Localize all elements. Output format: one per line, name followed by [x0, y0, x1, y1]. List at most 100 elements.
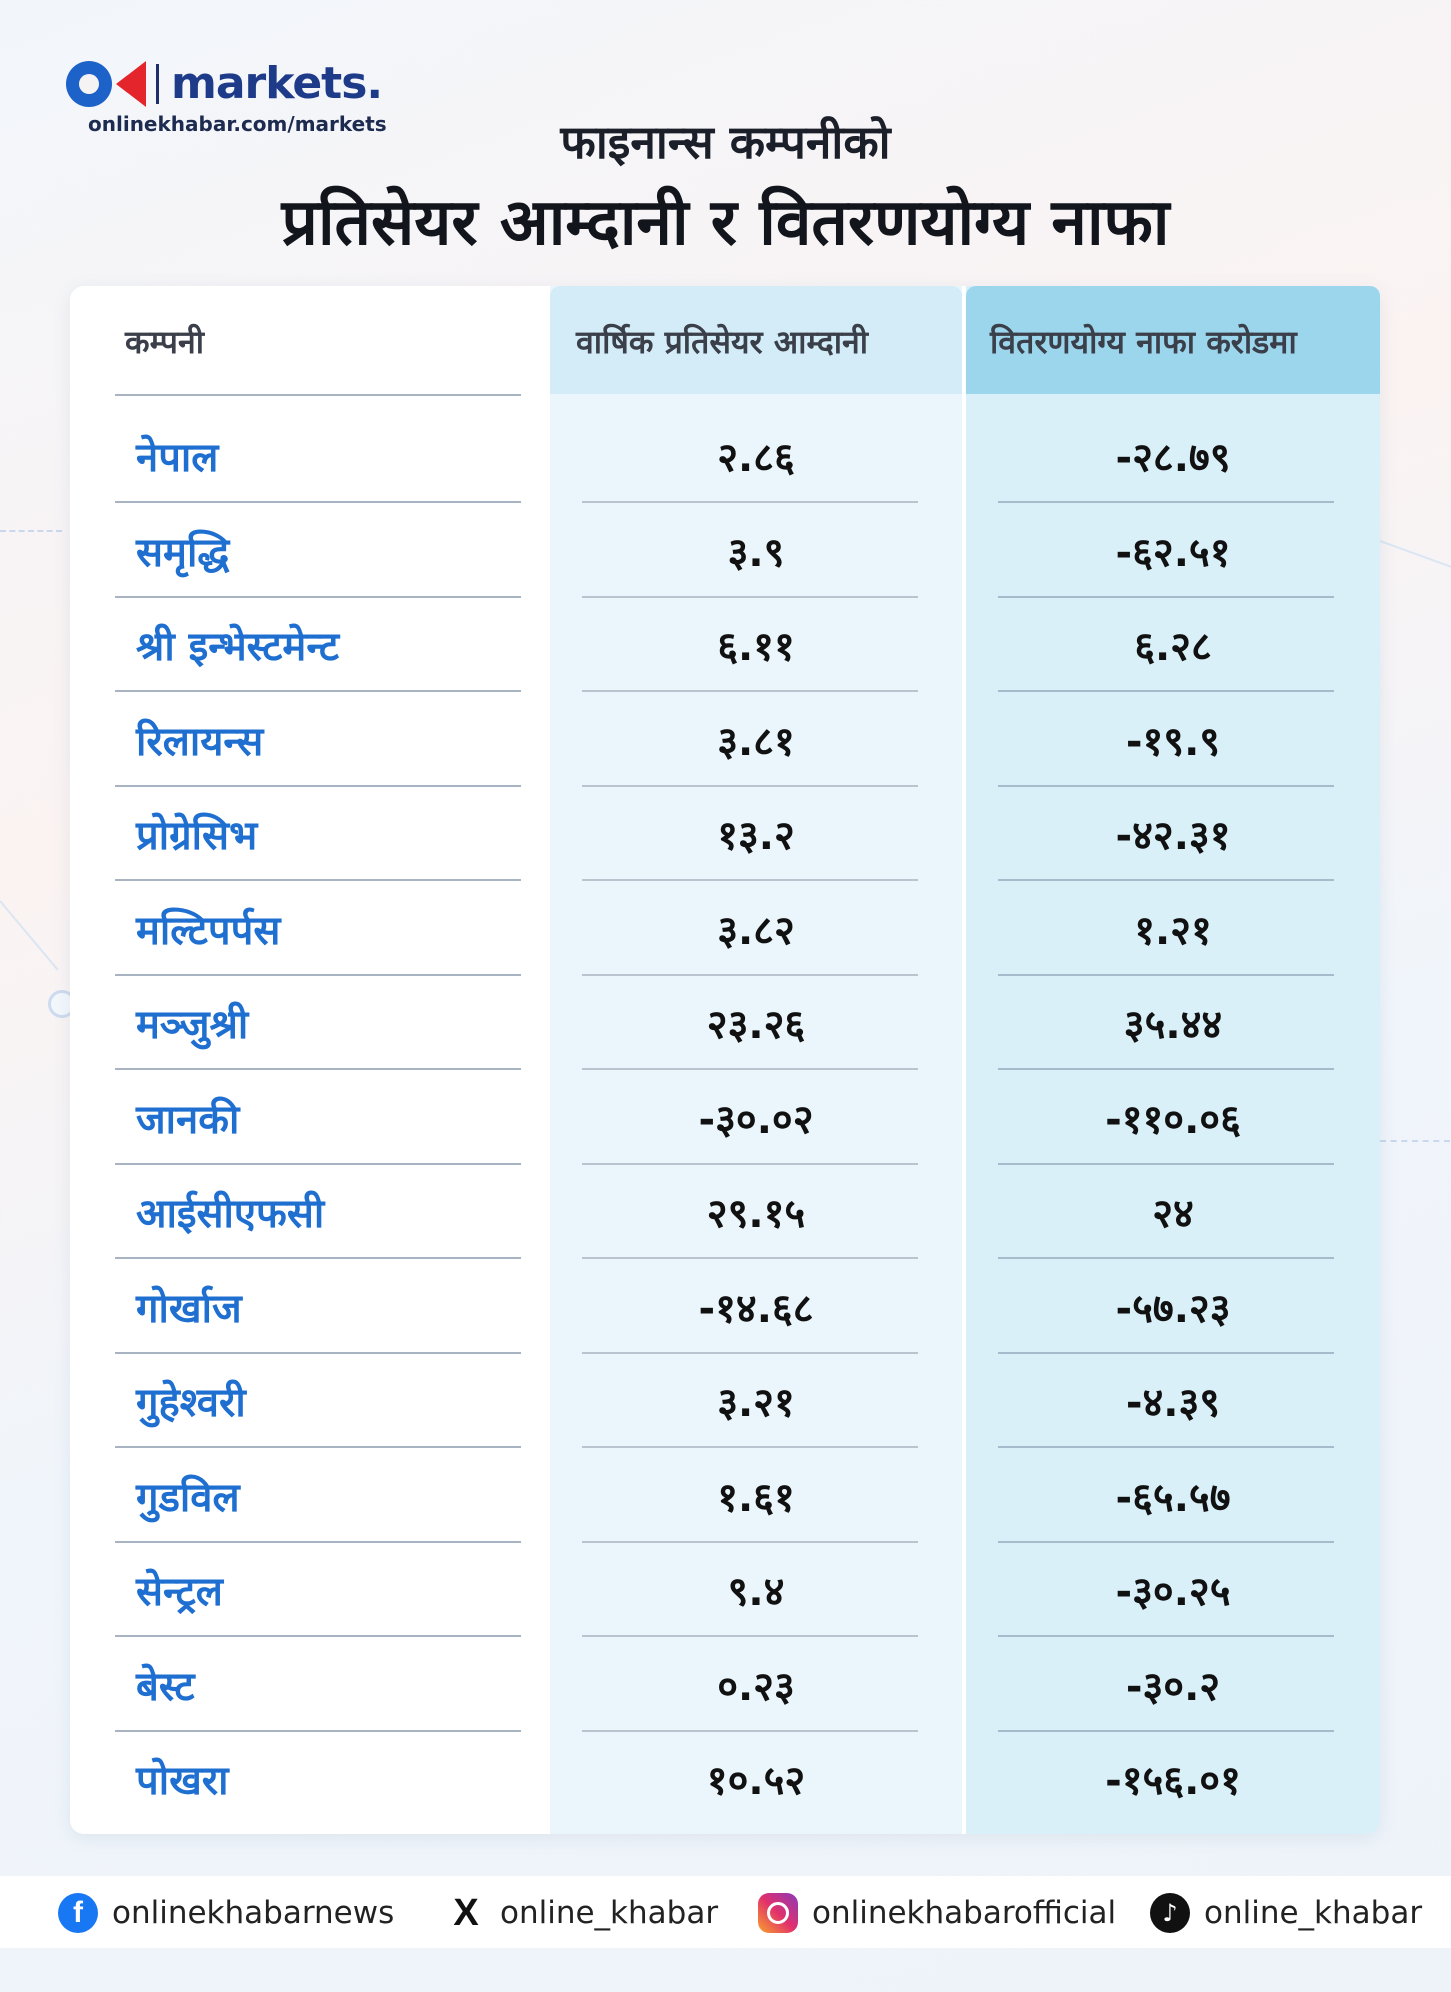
company-name: रिलायन्स: [136, 719, 264, 765]
social-tiktok[interactable]: ♪ online_khabar: [1150, 1893, 1422, 1933]
decor-dashed-line: [1380, 1140, 1450, 1142]
company-name: गोर्खाज: [136, 1286, 242, 1332]
row-divider: [582, 1257, 918, 1259]
eps-value: ३.८१: [717, 719, 795, 765]
tiktok-handle: online_khabar: [1204, 1895, 1423, 1931]
row-divider: [115, 785, 521, 787]
column-header-company: कम्पनी: [125, 323, 205, 361]
eps-value: -३०.०२: [698, 1097, 814, 1143]
row-divider: [582, 1730, 918, 1732]
profit-value: -६५.५७: [1115, 1475, 1231, 1521]
column-bg-profit: [966, 286, 1380, 1834]
row-divider: [582, 596, 918, 598]
column-bg-eps: [550, 286, 962, 1834]
header-bg-eps: [550, 286, 962, 394]
brand-logo: markets.: [66, 58, 383, 109]
row-divider: [115, 1352, 521, 1354]
row-divider: [582, 1541, 918, 1543]
row-divider: [115, 690, 521, 692]
eps-value: ३.९: [727, 530, 785, 576]
row-divider: [582, 1635, 918, 1637]
social-instagram[interactable]: onlinekhabarofficial: [758, 1893, 1116, 1933]
company-name: बेस्ट: [136, 1664, 195, 1710]
column-header-eps: वार्षिक प्रतिसेयर आम्दानी: [576, 323, 869, 361]
social-x[interactable]: X online_khabar: [446, 1891, 719, 1934]
company-name: पोखरा: [136, 1758, 229, 1804]
instagram-handle: onlinekhabarofficial: [812, 1895, 1117, 1931]
profit-value: -५७.२३: [1115, 1286, 1231, 1332]
column-header-profit: वितरणयोग्य नाफा करोडमा: [990, 323, 1297, 361]
row-divider: [582, 501, 918, 503]
profit-value: १.२१: [1134, 908, 1212, 954]
row-divider: [998, 1730, 1334, 1732]
row-divider: [998, 1446, 1334, 1448]
profit-value: ३५.४४: [1123, 1002, 1223, 1048]
row-divider: [582, 785, 918, 787]
eps-value: २९.१५: [706, 1191, 806, 1237]
decor-line: [0, 900, 59, 971]
company-name: सेन्ट्रल: [136, 1569, 223, 1615]
row-divider: [998, 501, 1334, 503]
eps-value: ६.११: [717, 624, 795, 670]
row-divider: [115, 1068, 521, 1070]
row-divider: [998, 1257, 1334, 1259]
profit-value: -१९.९: [1125, 719, 1221, 765]
row-divider: [998, 596, 1334, 598]
company-name: मञ्जुश्री: [136, 1002, 249, 1048]
row-divider: [115, 1446, 521, 1448]
company-name: गुडविल: [136, 1475, 240, 1521]
eps-value: ३.८२: [717, 908, 795, 954]
x-icon: X: [453, 1891, 479, 1934]
facebook-icon: f: [58, 1893, 98, 1933]
row-divider: [582, 1163, 918, 1165]
row-divider: [115, 1257, 521, 1259]
brand-url: onlinekhabar.com/markets: [88, 112, 387, 136]
x-handle: online_khabar: [500, 1895, 719, 1931]
header-bg-profit: [966, 286, 1380, 394]
company-name: मल्टिपर्पस: [136, 908, 281, 954]
footer-bar: [0, 1876, 1451, 1948]
profit-value: -४२.३१: [1115, 813, 1231, 859]
row-divider: [582, 879, 918, 881]
profit-value: २४: [1152, 1191, 1194, 1237]
eps-value: ०.२३: [717, 1664, 795, 1710]
eps-value: १३.२: [717, 813, 795, 859]
eps-value: १०.५२: [706, 1758, 806, 1804]
row-divider: [115, 1541, 521, 1543]
company-name: समृद्धि: [136, 530, 230, 576]
tiktok-icon: ♪: [1150, 1893, 1190, 1933]
decor-line: [1379, 540, 1451, 570]
eps-value: १.६१: [717, 1475, 795, 1521]
row-divider: [582, 690, 918, 692]
company-name: गुहेश्वरी: [136, 1380, 246, 1426]
row-divider: [582, 1446, 918, 1448]
row-divider: [998, 1541, 1334, 1543]
instagram-icon: [758, 1893, 798, 1933]
eps-value: -१४.६८: [698, 1286, 814, 1332]
profit-value: ६.२८: [1134, 624, 1212, 670]
profit-value: -११०.०६: [1105, 1097, 1241, 1143]
row-divider: [998, 1635, 1334, 1637]
row-divider: [998, 1163, 1334, 1165]
facebook-handle: onlinekhabarnews: [112, 1895, 395, 1931]
company-name: नेपाल: [136, 435, 219, 481]
row-divider: [998, 879, 1334, 881]
social-facebook[interactable]: f onlinekhabarnews: [58, 1893, 394, 1933]
row-divider: [115, 501, 521, 503]
company-name: श्री इन्भेस्टमेन्ट: [136, 624, 340, 670]
company-name: जानकी: [136, 1097, 240, 1143]
row-divider: [582, 974, 918, 976]
decor-dashed-line: [0, 530, 62, 532]
chart-subtitle: प्रतिसेयर आम्दानी र वितरणयोग्य नाफा: [281, 186, 1170, 260]
row-divider: [998, 974, 1334, 976]
row-divider: [115, 879, 521, 881]
eps-value: २.८६: [717, 435, 795, 481]
row-divider: [582, 1352, 918, 1354]
row-divider: [115, 1730, 521, 1732]
brand-logo-mark: [66, 60, 146, 107]
brand-name: markets.: [171, 58, 383, 109]
chart-title: फाइनान्स कम्पनीको: [560, 115, 891, 169]
profit-value: -१५६.०१: [1105, 1758, 1241, 1804]
row-divider: [115, 1635, 521, 1637]
row-divider: [115, 974, 521, 976]
